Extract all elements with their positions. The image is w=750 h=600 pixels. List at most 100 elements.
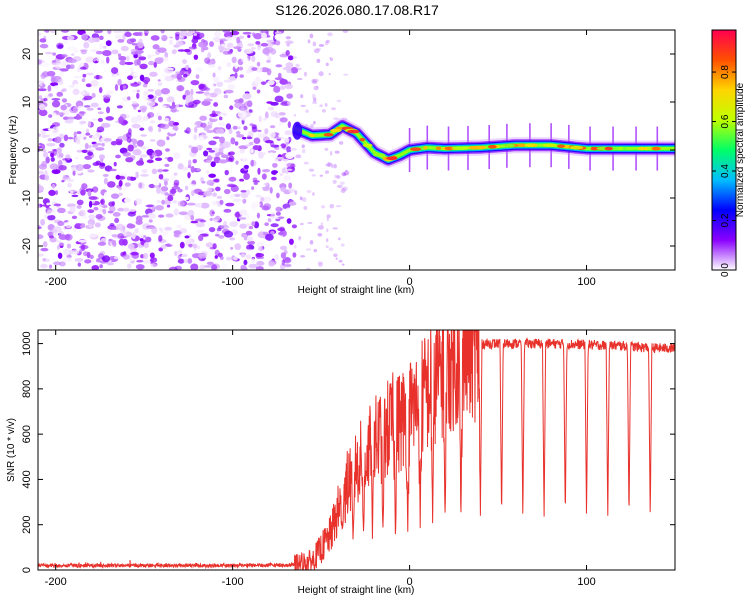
noise-blob [85, 132, 91, 136]
noise-blob [56, 185, 66, 193]
noise-blob [130, 51, 138, 55]
noise-blob [95, 50, 104, 55]
noise-blob [266, 59, 271, 64]
y-tick-label: 10 [21, 96, 33, 108]
noise-blob [130, 82, 140, 87]
noise-blob [299, 196, 303, 201]
noise-blob [295, 63, 300, 68]
noise-blob [320, 205, 326, 209]
noise-blob [147, 111, 155, 118]
noise-blob [340, 243, 345, 247]
noise-blob [199, 115, 208, 121]
noise-blob [182, 59, 188, 64]
noise-blob [251, 202, 261, 208]
noise-blob [159, 105, 167, 108]
noise-blob [139, 74, 145, 82]
noise-blob [127, 243, 135, 250]
noise-blob [285, 168, 293, 172]
noise-blob [83, 105, 91, 108]
noise-blob [345, 169, 348, 172]
noise-blob [342, 172, 347, 176]
noise-blob [299, 222, 304, 226]
noise-blob [112, 30, 123, 34]
noise-blob [45, 51, 54, 55]
noise-blob [93, 206, 99, 211]
noise-blob [233, 256, 238, 261]
noise-blob [65, 221, 73, 229]
noise-blob [273, 85, 281, 93]
noise-blob [281, 100, 290, 105]
noise-blob [208, 150, 215, 153]
noise-blob [177, 188, 183, 193]
noise-blob [185, 127, 191, 134]
noise-blob [252, 145, 260, 151]
noise-blob [71, 215, 78, 220]
noise-blob [160, 186, 169, 192]
noise-blob [286, 93, 293, 99]
noise-blob [73, 48, 79, 53]
noise-blob [134, 198, 143, 205]
noise-blob [111, 239, 117, 246]
noise-blob [58, 78, 64, 85]
noise-blob [179, 241, 185, 249]
noise-blob [281, 259, 286, 266]
noise-blob [78, 211, 84, 217]
noise-blob [127, 96, 131, 101]
noise-blob [215, 152, 220, 157]
noise-blob [310, 123, 315, 128]
noise-blob [191, 189, 195, 197]
noise-blob [246, 136, 253, 140]
noise-blob [203, 126, 210, 131]
noise-blob [241, 56, 249, 63]
noise-blob [206, 129, 215, 134]
snr-series [38, 330, 675, 570]
noise-blob [195, 222, 205, 228]
noise-blob [312, 97, 317, 102]
noise-blob [268, 261, 275, 267]
noise-blob [157, 96, 164, 103]
noise-blob [208, 140, 217, 146]
noise-blob [285, 152, 295, 159]
noise-blob [79, 120, 87, 125]
x-tick-label: -100 [222, 576, 244, 588]
noise-blob [336, 184, 343, 189]
noise-blob [205, 170, 210, 175]
noise-blob [317, 225, 324, 230]
noise-blob [301, 144, 305, 149]
noise-blob [340, 188, 346, 194]
noise-blob [258, 246, 264, 252]
noise-blob [95, 213, 103, 220]
noise-blob [228, 157, 233, 161]
noise-blob [91, 135, 99, 140]
noise-blob [161, 34, 168, 42]
noise-blob [122, 254, 130, 260]
noise-blob [98, 87, 103, 94]
noise-blob [146, 159, 154, 164]
noise-blob [52, 52, 57, 56]
ridge-peak [590, 146, 598, 151]
noise-blob [240, 253, 246, 258]
noise-blob [271, 182, 280, 187]
colorbar-frame [711, 29, 737, 271]
noise-blob [99, 35, 104, 41]
noise-blob [223, 79, 233, 83]
noise-blob [277, 227, 286, 232]
noise-blob [92, 162, 100, 167]
noise-blob [150, 35, 160, 41]
noise-blob [154, 157, 163, 161]
noise-blob [126, 38, 135, 45]
noise-blob [108, 238, 113, 242]
noise-blob [230, 30, 240, 36]
noise-blob [271, 176, 277, 181]
noise-blob [149, 257, 158, 263]
noise-blob [251, 186, 255, 191]
noise-blob [260, 81, 267, 85]
spectrogram-y-ticks: -20 -10 0 10 20 [21, 48, 675, 254]
noise-blob [96, 258, 101, 261]
noise-blob [237, 126, 241, 130]
noise-blob [142, 76, 151, 84]
noise-blob [282, 67, 292, 71]
noise-blob [112, 212, 121, 217]
x-tick-label: 100 [577, 276, 595, 288]
colorbar-tick-label: 0.4 [720, 164, 731, 178]
